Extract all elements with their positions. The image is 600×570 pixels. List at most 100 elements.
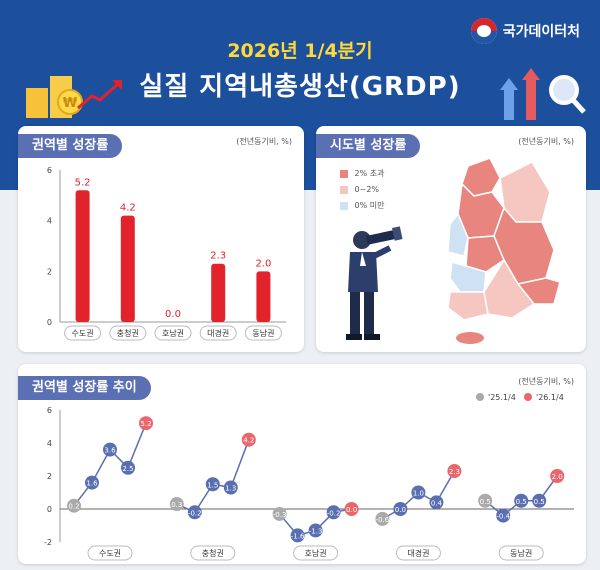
- taegeuk-logo-icon: [470, 18, 497, 44]
- trend-group-pill: [395, 545, 441, 561]
- trend-point-label: 2.3: [449, 468, 460, 476]
- trend-point: [429, 495, 444, 510]
- agency-brand: 국가데이터처: [470, 18, 580, 44]
- trend-point-label: 2.0: [552, 473, 563, 481]
- legend-label-high: 2% 초과: [354, 169, 385, 178]
- line-y-tick-label: -2: [44, 538, 52, 547]
- page-title: 실질 지역내총생산(GRDP): [139, 72, 461, 102]
- trend-point: [290, 528, 305, 543]
- bar: [120, 215, 135, 322]
- trend-group-label: 대경권: [407, 548, 429, 558]
- trend-point-label: 0.5: [516, 498, 527, 506]
- bar-category-pill: [199, 325, 237, 341]
- legend-swatch-mid: [340, 185, 348, 194]
- trend-point-label: 2.5: [122, 465, 133, 473]
- trend-point-label: 1.0: [413, 490, 424, 498]
- legend-label-low: 0% 미만: [354, 201, 385, 210]
- trend-point-label: -0.6: [376, 516, 390, 524]
- bar-category-pill: [154, 325, 192, 341]
- telescope-person-illustration: [346, 226, 403, 340]
- coins-growth-icon: ₩: [26, 76, 122, 118]
- trend-group-label: 호남권: [305, 548, 327, 558]
- trend-point: [411, 485, 426, 500]
- trend-point-label: 0.0: [395, 506, 406, 514]
- map-legend: 2% 초과 0~2% 0% 미만: [340, 166, 385, 214]
- bar-value-label: 2.3: [210, 251, 226, 262]
- trend-point: [223, 480, 238, 495]
- line-y-tick-label: 6: [47, 406, 52, 415]
- trend-group-label: 충청권: [202, 548, 224, 558]
- legend-dot-2026: [524, 393, 532, 401]
- trend-group-pill: [190, 545, 236, 561]
- trend-point: [514, 493, 529, 508]
- map-legend-item-low: 0% 미만: [340, 198, 385, 214]
- trend-point-label: 0.2: [68, 503, 79, 511]
- trend-growth-card: 권역별 성장률 추이 (전년동기비, %) -2 0 2 4 6 '25.1/4 '26.1…: [18, 364, 586, 564]
- trend-point-label: 0.4: [431, 499, 443, 507]
- bar-category-label: 대경권: [207, 328, 229, 338]
- bar: [211, 263, 226, 322]
- provincial-growth-card: 시도별 성장률 (전년동기비, %) 2% 초과 0~2: [316, 126, 586, 352]
- provincial-growth-tab: 시도별 성장률: [316, 134, 421, 158]
- line-y-tick-label: 2: [47, 472, 52, 481]
- regional-growth-card: 권역별 성장률 (전년동기비, %) 0 2 4 6 5.2 수도권 4.2 충청권 0.0 호남…: [18, 126, 304, 352]
- map-legend-item-mid: 0~2%: [340, 182, 385, 198]
- trend-point: [344, 502, 359, 516]
- regional-growth-tab: 권역별 성장률: [18, 134, 123, 158]
- trend-growth-tab: 권역별 성장률 추이: [18, 376, 151, 400]
- bar-y-tick-label: 2: [47, 267, 52, 276]
- regional-bar-chart: 0 2 4 6 5.2 수도권 4.2 충청권 0.0 호남권 2.3 대경권 2.0 동남권: [47, 166, 286, 341]
- trend-point: [139, 416, 153, 431]
- trend-point: [272, 506, 287, 521]
- bar-y-tick-label: 4: [47, 217, 52, 226]
- provincial-map: [447, 157, 561, 344]
- legend-dot-2025: [476, 393, 484, 401]
- page-subtitle: 2026년 1/4분기: [227, 40, 373, 62]
- trend-point-label: 1.6: [86, 480, 98, 488]
- bar-growth-icon: [500, 68, 586, 120]
- trend-group-pill: [498, 545, 544, 561]
- trend-point: [169, 497, 184, 512]
- bar-category-label: 충청권: [117, 328, 139, 338]
- agency-name: 국가데이터처: [502, 24, 580, 40]
- trend-point: [241, 432, 256, 447]
- bar-category-pill: [64, 325, 102, 341]
- bar-value-label: 2.0: [255, 258, 271, 269]
- trend-point: [375, 511, 390, 526]
- trend-line-chart: -2 0 2 4 6 '25.1/4 '26.1/4 0.2 1.6 3.6 2.5 5.2 수도권 0.…: [44, 393, 574, 561]
- trend-point-label: -0.2: [188, 509, 202, 517]
- bar: [75, 190, 90, 322]
- trend-point-label: -0.4: [496, 513, 510, 521]
- trend-point-label: 4.2: [243, 437, 254, 445]
- trend-point: [187, 505, 202, 520]
- trend-group-pill: [293, 545, 339, 561]
- trend-line: [73, 422, 147, 507]
- trend-point-label: 1.3: [225, 485, 236, 493]
- bar-category-label: 수도권: [72, 328, 94, 338]
- trend-group-label: 동남권: [510, 548, 532, 558]
- trend-point: [447, 464, 462, 479]
- legend-label-2025: '25.1/4: [488, 393, 516, 402]
- trend-point-label: 0.5: [480, 498, 491, 506]
- bar-y-tick-label: 0: [47, 318, 52, 327]
- bar-category-pill: [244, 325, 282, 341]
- legend-label-mid: 0~2%: [354, 185, 380, 194]
- legend-swatch-high: [340, 169, 348, 178]
- trend-unit-label: (전년동기비, %): [518, 377, 574, 386]
- bar-category-label: 동남권: [252, 328, 274, 338]
- trend-point: [550, 469, 565, 483]
- trend-point: [393, 502, 408, 516]
- trend-point-label: 3.6: [104, 447, 116, 455]
- trend-point-label: -1.3: [309, 527, 323, 535]
- trend-point: [121, 460, 135, 475]
- trend-point-label: 0.0: [346, 506, 357, 514]
- trend-point: [85, 475, 99, 490]
- trend-group-pill: [87, 545, 133, 561]
- bar-y-tick-label: 6: [47, 166, 52, 175]
- trend-point-label: -0.2: [327, 509, 341, 517]
- regional-unit-label: (전년동기비, %): [236, 137, 292, 146]
- legend-label-2026: '26.1/4: [536, 393, 564, 402]
- trend-group-label: 수도권: [99, 548, 121, 558]
- trend-line: [176, 439, 250, 514]
- trend-point: [326, 505, 341, 520]
